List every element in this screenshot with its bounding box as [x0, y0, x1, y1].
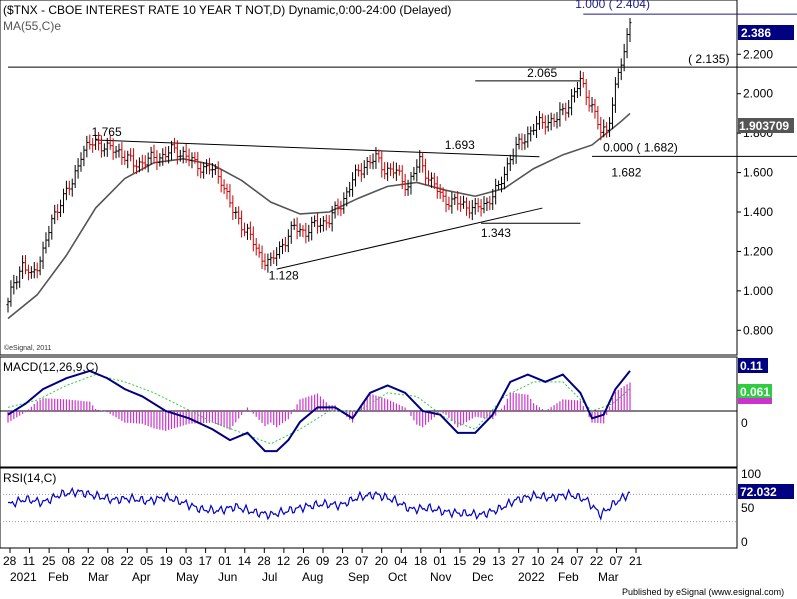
month-label-1: Feb — [48, 570, 69, 584]
rsi-tick-label-0: 100 — [741, 467, 761, 481]
trendline-0 — [95, 139, 540, 158]
macd-value-box — [738, 358, 768, 373]
month-label-2: Mar — [88, 570, 109, 584]
day-tick-label-20: 04 — [394, 554, 408, 568]
price-tick-label-3: 1.600 — [743, 166, 773, 180]
day-tick-label-15: 26 — [296, 554, 310, 568]
day-tick-label-4: 22 — [81, 554, 95, 568]
macd-label: MACD(12,26,9,C) — [3, 360, 98, 374]
day-tick-label-8: 19 — [160, 554, 174, 568]
day-tick-label-6: 22 — [120, 554, 134, 568]
month-label-4: May — [176, 570, 199, 584]
month-label-13: Feb — [558, 570, 579, 584]
day-tick-label-7: 05 — [140, 554, 154, 568]
annotation-1: 1.128 — [269, 269, 299, 283]
month-label-11: Dec — [472, 570, 493, 584]
macd-zero-label: 0 — [741, 416, 748, 430]
annotation-2: 1.693 — [445, 138, 475, 152]
price-panel — [0, 0, 738, 356]
axis-layer: 2.2002.0001.8001.6001.4001.2001.0000.800… — [3, 47, 773, 584]
day-tick-label-25: 13 — [492, 554, 506, 568]
day-tick-label-18: 07 — [355, 554, 369, 568]
day-tick-label-21: 18 — [414, 554, 428, 568]
trendline-1 — [276, 207, 543, 270]
annotation-3: 1.343 — [481, 226, 511, 240]
price-tick-label-4: 1.400 — [743, 205, 773, 219]
last-price-value: 2.386 — [741, 26, 771, 40]
day-tick-label-29: 07 — [570, 554, 584, 568]
day-tick-label-1: 11 — [23, 554, 36, 568]
month-label-8: Sep — [348, 570, 370, 584]
annotation-0: 1.765 — [92, 125, 122, 139]
day-tick-label-11: 01 — [218, 554, 232, 568]
chart-title: ($TNX - CBOE INTEREST RATE 10 YEAR T NOT… — [3, 3, 451, 17]
watermark: ©eSignal, 2011 — [4, 344, 52, 352]
day-tick-label-10: 17 — [199, 554, 213, 568]
price-tick-label-7: 0.800 — [743, 323, 773, 337]
macd-signal-value: 0.061 — [740, 385, 770, 399]
month-label-10: Nov — [430, 570, 451, 584]
macd-layer — [0, 369, 737, 453]
day-tick-label-5: 08 — [101, 554, 115, 568]
price-layer: 1.765 1.128 1.693 1.343 2.065 1.682 1.000 ( 2.… — [6, 0, 797, 320]
day-tick-label-32: 21 — [629, 554, 643, 568]
price-tick-label-0: 2.200 — [743, 47, 773, 61]
rsi-value: 72.032 — [740, 485, 777, 499]
month-label-3: Apr — [132, 570, 151, 584]
macd-line — [7, 369, 631, 453]
month-label-14: Mar — [598, 570, 619, 584]
last-price-box — [738, 25, 794, 40]
price-tick-label-5: 1.200 — [743, 244, 773, 258]
ma-value-box — [738, 118, 794, 133]
day-tick-label-0: 28 — [3, 554, 17, 568]
annotation-8: 0.000 ( 1.682) — [603, 140, 678, 154]
rsi-tick-label-1: 50 — [741, 501, 755, 515]
month-label-12: 2022 — [518, 570, 545, 584]
footer-credit: Published by eSignal (www.esignal.com) — [622, 587, 784, 597]
macd-hist-box — [738, 398, 772, 404]
day-tick-label-12: 14 — [238, 554, 252, 568]
day-tick-label-23: 15 — [453, 554, 467, 568]
day-tick-label-26: 27 — [512, 554, 526, 568]
ma-value: 1.903709 — [739, 119, 789, 133]
day-tick-label-13: 28 — [257, 554, 271, 568]
annotation-4: 2.065 — [527, 66, 557, 80]
day-tick-label-27: 10 — [531, 554, 545, 568]
rsi-line — [7, 486, 631, 521]
macd-value: 0.11 — [740, 359, 763, 373]
day-tick-label-31: 07 — [609, 554, 623, 568]
day-tick-label-22: 01 — [433, 554, 447, 568]
day-tick-label-28: 24 — [551, 554, 565, 568]
day-tick-label-3: 08 — [62, 554, 76, 568]
month-label-5: Jun — [218, 570, 237, 584]
month-label-7: Aug — [302, 570, 323, 584]
annotation-7: ( 2.135) — [688, 52, 729, 66]
rsi-layer — [0, 486, 737, 523]
day-tick-label-19: 20 — [375, 554, 389, 568]
month-label-6: Jul — [262, 570, 277, 584]
day-tick-label-17: 23 — [336, 554, 350, 568]
rsi-tick-label-2: 0 — [741, 535, 748, 549]
macd-panel — [0, 356, 738, 468]
annotation-6: 1.000 ( 2.404) — [575, 0, 650, 11]
day-tick-label-16: 09 — [316, 554, 330, 568]
annotation-5: 1.682 — [611, 165, 641, 179]
rsi-panel — [0, 467, 738, 549]
rsi-label: RSI(14,C) — [3, 471, 56, 485]
day-tick-label-2: 25 — [42, 554, 56, 568]
day-tick-label-30: 22 — [590, 554, 604, 568]
ma-label: MA(55,C)e — [3, 19, 61, 33]
month-label-0: 2021 — [10, 570, 37, 584]
rsi-value-box — [738, 484, 794, 499]
day-tick-label-9: 03 — [179, 554, 193, 568]
day-tick-label-24: 29 — [473, 554, 487, 568]
price-tick-label-1: 2.000 — [743, 87, 773, 101]
macd-signal-box — [738, 384, 772, 399]
price-tick-label-6: 1.000 — [743, 284, 773, 298]
month-label-9: Oct — [388, 570, 407, 584]
day-tick-label-14: 12 — [277, 554, 291, 568]
